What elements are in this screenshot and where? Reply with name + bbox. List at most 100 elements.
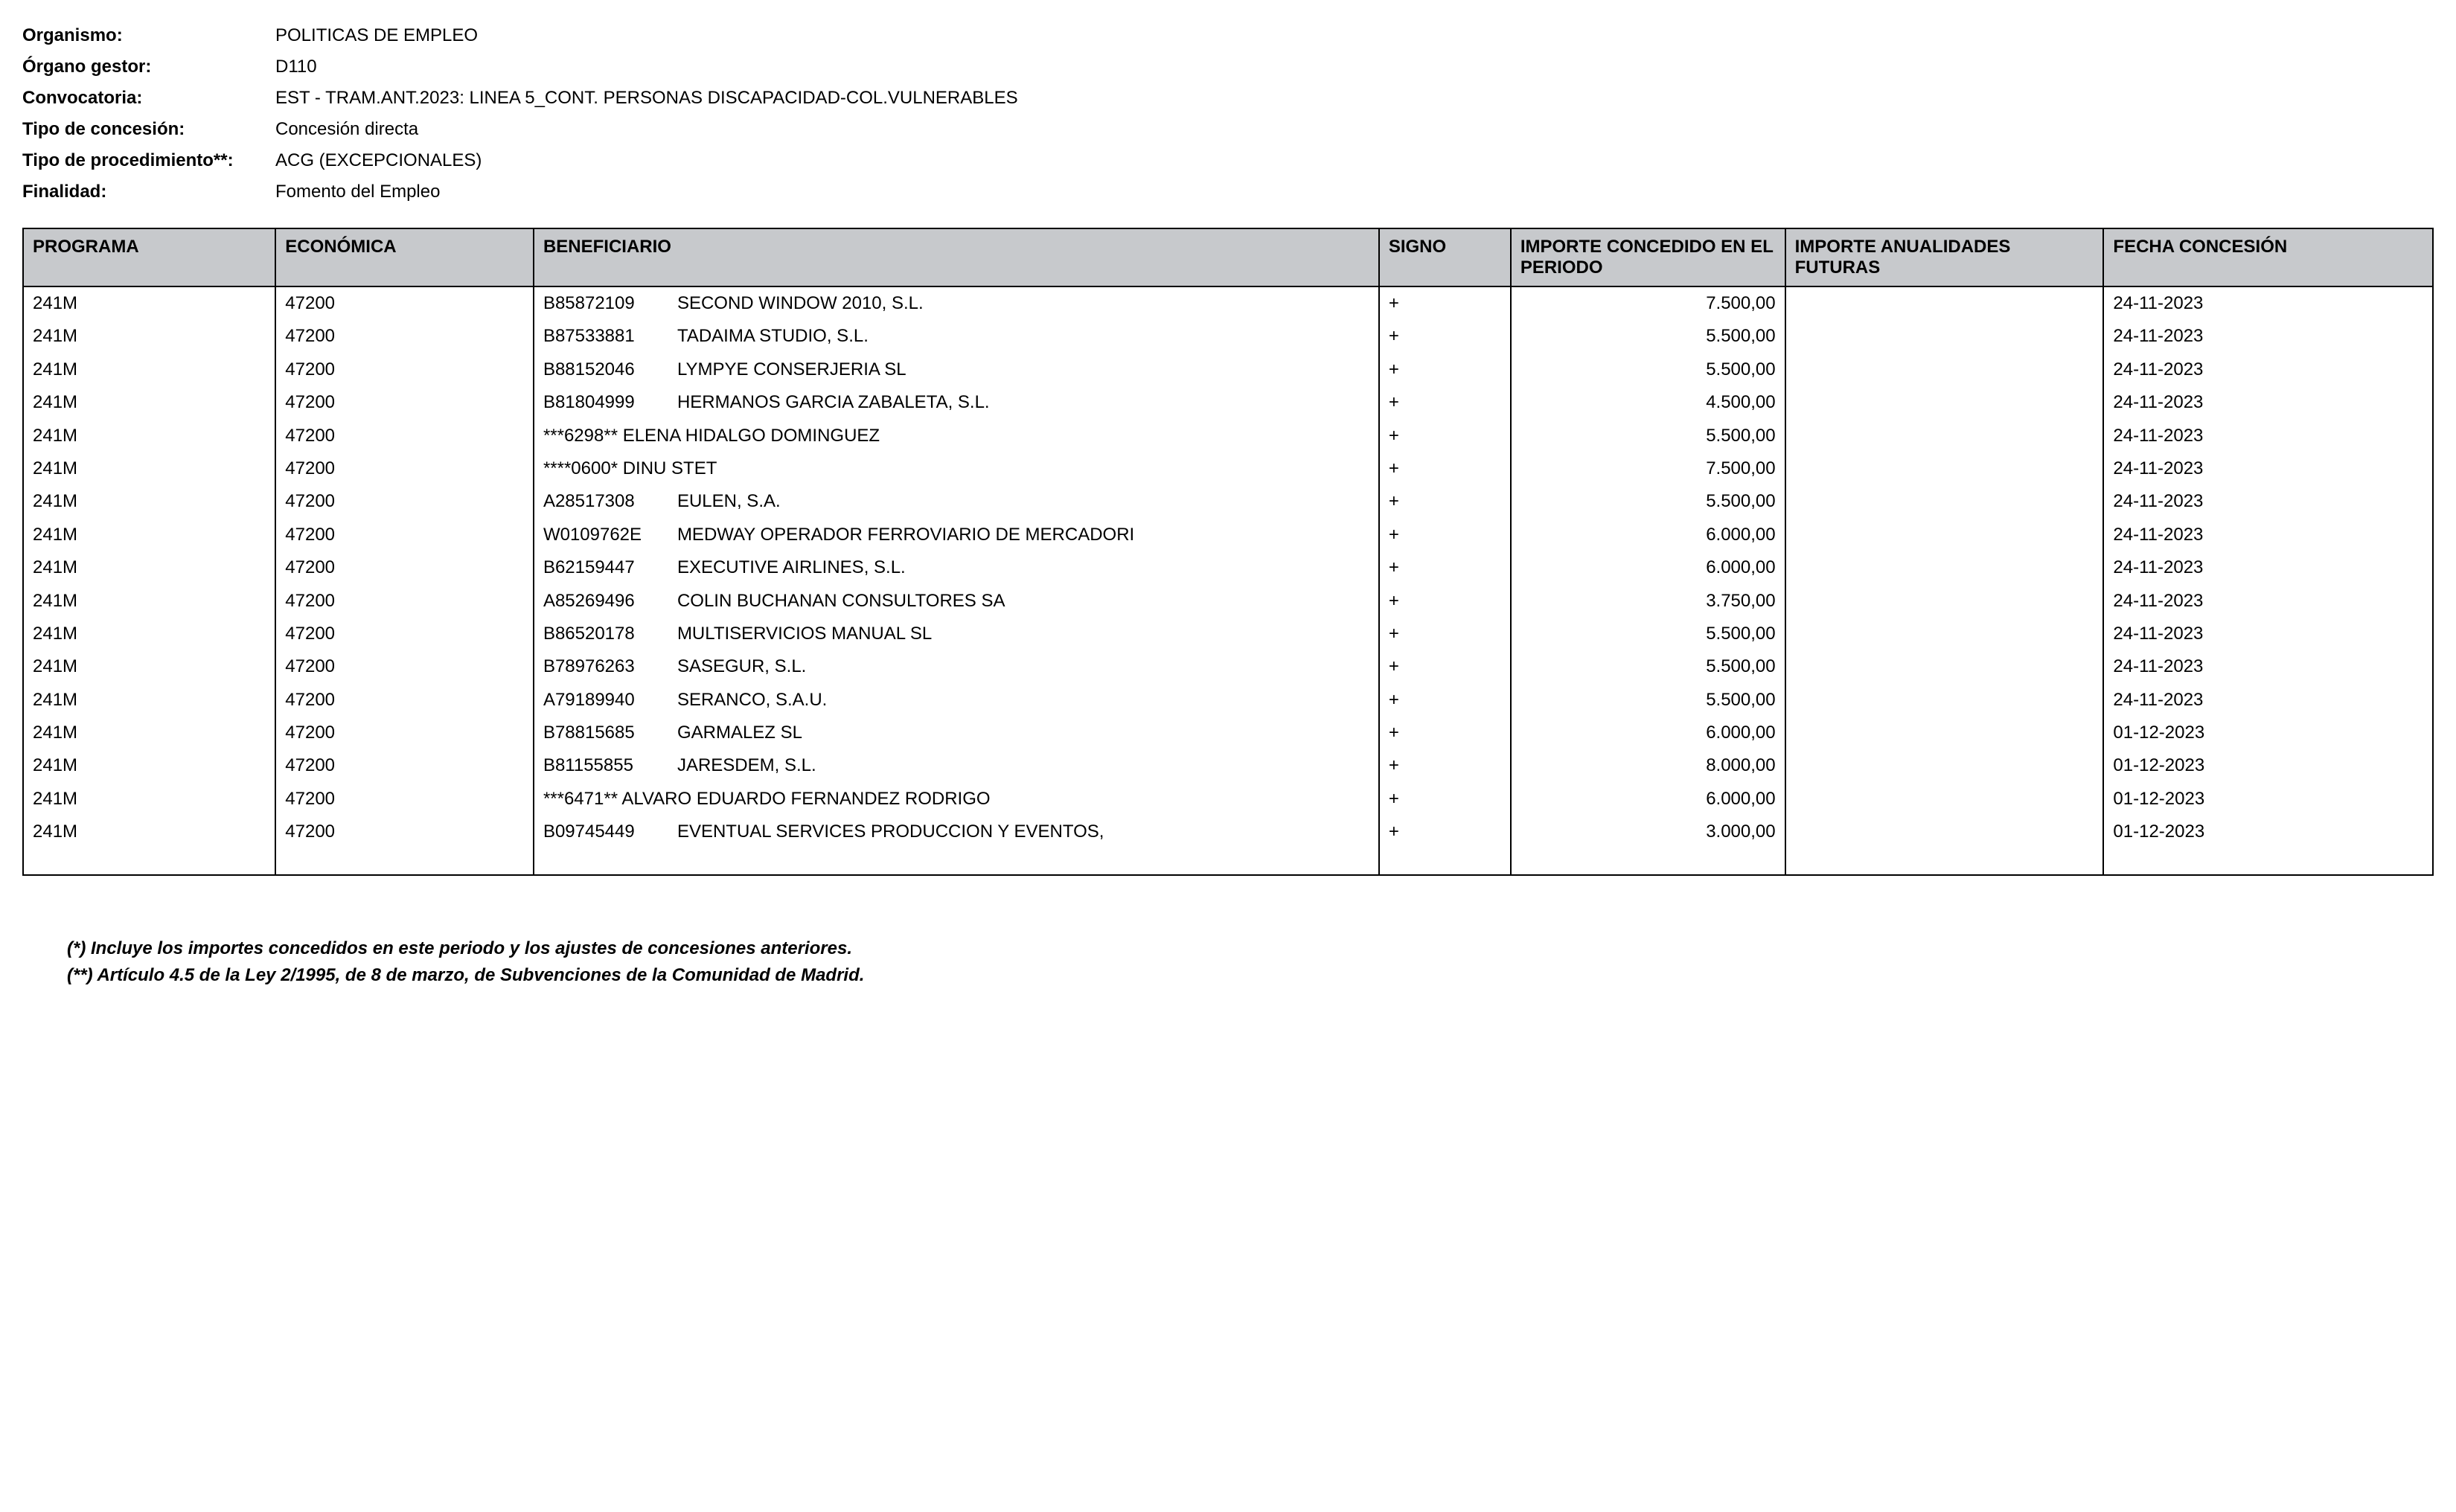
cell-economica: 47200	[275, 320, 534, 353]
cell-signo: +	[1379, 618, 1511, 650]
header-block: Organismo:POLITICAS DE EMPLEO Órgano gest…	[22, 22, 2434, 205]
col-header-signo: SIGNO	[1379, 228, 1511, 286]
cell-importe-futuras	[1785, 353, 2104, 386]
table-row: 241M47200W0109762E MEDWAY OPERADOR FERRO…	[23, 519, 2433, 551]
table-row: 241M47200A28517308 EULEN, S.A.+5.500,002…	[23, 485, 2433, 518]
table-row: 241M47200A79189940 SERANCO, S.A.U.+5.500…	[23, 684, 2433, 717]
cell-fecha: 24-11-2023	[2103, 286, 2433, 320]
header-value: POLITICAS DE EMPLEO	[275, 22, 478, 49]
cell-importe-periodo: 5.500,00	[1511, 650, 1785, 683]
footnote: (*) Incluye los importes concedidos en e…	[67, 935, 2434, 962]
cell-economica: 47200	[275, 618, 534, 650]
cell-beneficiario: B86520178 MULTISERVICIOS MANUAL SL	[534, 618, 1379, 650]
cell-fecha: 01-12-2023	[2103, 783, 2433, 816]
cell-beneficiario: B88152046 LYMPYE CONSERJERIA SL	[534, 353, 1379, 386]
cell-fecha: 01-12-2023	[2103, 816, 2433, 874]
header-label: Finalidad:	[22, 179, 275, 205]
cell-beneficiario: W0109762E MEDWAY OPERADOR FERROVIARIO DE…	[534, 519, 1379, 551]
cell-economica: 47200	[275, 452, 534, 485]
table-row: 241M47200***6471** ALVARO EDUARDO FERNAN…	[23, 783, 2433, 816]
col-header-economica: ECONÓMICA	[275, 228, 534, 286]
cell-economica: 47200	[275, 783, 534, 816]
cell-beneficiario: A85269496 COLIN BUCHANAN CONSULTORES SA	[534, 585, 1379, 618]
cell-signo: +	[1379, 816, 1511, 874]
cell-programa: 241M	[23, 650, 275, 683]
header-label: Tipo de concesión:	[22, 116, 275, 143]
cell-importe-futuras	[1785, 650, 2104, 683]
header-row: Tipo de procedimiento**:ACG (EXCEPCIONAL…	[22, 147, 2434, 174]
cell-fecha: 24-11-2023	[2103, 420, 2433, 452]
cell-beneficiario: A28517308 EULEN, S.A.	[534, 485, 1379, 518]
cell-signo: +	[1379, 485, 1511, 518]
beneficiario-id: A85269496	[543, 589, 662, 613]
cell-beneficiario: A79189940 SERANCO, S.A.U.	[534, 684, 1379, 717]
cell-signo: +	[1379, 420, 1511, 452]
cell-fecha: 24-11-2023	[2103, 320, 2433, 353]
table-body: 241M47200B85872109 SECOND WINDOW 2010, S…	[23, 286, 2433, 875]
cell-importe-futuras	[1785, 286, 2104, 320]
cell-economica: 47200	[275, 286, 534, 320]
cell-beneficiario: B81155855 JARESDEM, S.L.	[534, 749, 1379, 782]
cell-programa: 241M	[23, 618, 275, 650]
beneficiario-id: B78976263	[543, 655, 662, 679]
header-value: Concesión directa	[275, 116, 418, 143]
cell-economica: 47200	[275, 519, 534, 551]
cell-importe-periodo: 7.500,00	[1511, 452, 1785, 485]
cell-beneficiario: B87533881 TADAIMA STUDIO, S.L.	[534, 320, 1379, 353]
cell-fecha: 24-11-2023	[2103, 551, 2433, 584]
cell-importe-periodo: 3.000,00	[1511, 816, 1785, 874]
beneficiario-id: B87533881	[543, 324, 662, 348]
cell-signo: +	[1379, 551, 1511, 584]
cell-importe-futuras	[1785, 816, 2104, 874]
cell-signo: +	[1379, 684, 1511, 717]
col-header-fecha: FECHA CONCESIÓN	[2103, 228, 2433, 286]
cell-economica: 47200	[275, 386, 534, 419]
cell-signo: +	[1379, 783, 1511, 816]
cell-importe-periodo: 6.000,00	[1511, 519, 1785, 551]
cell-importe-periodo: 5.500,00	[1511, 320, 1785, 353]
beneficiario-id: B81155855	[543, 754, 662, 778]
beneficiario-id: A28517308	[543, 490, 662, 513]
table-row: 241M47200A85269496 COLIN BUCHANAN CONSUL…	[23, 585, 2433, 618]
cell-economica: 47200	[275, 749, 534, 782]
cell-importe-periodo: 6.000,00	[1511, 551, 1785, 584]
col-header-beneficiario: BENEFICIARIO	[534, 228, 1379, 286]
cell-programa: 241M	[23, 386, 275, 419]
header-value: EST - TRAM.ANT.2023: LINEA 5_CONT. PERSO…	[275, 85, 1018, 112]
beneficiario-id: B86520178	[543, 622, 662, 646]
table-row: 241M47200B81155855 JARESDEM, S.L.+8.000,…	[23, 749, 2433, 782]
cell-programa: 241M	[23, 485, 275, 518]
cell-fecha: 24-11-2023	[2103, 650, 2433, 683]
cell-signo: +	[1379, 717, 1511, 749]
footnotes: (*) Incluye los importes concedidos en e…	[22, 935, 2434, 989]
cell-fecha: 01-12-2023	[2103, 717, 2433, 749]
table-row: 241M47200B62159447 EXECUTIVE AIRLINES, S…	[23, 551, 2433, 584]
cell-importe-periodo: 8.000,00	[1511, 749, 1785, 782]
cell-beneficiario: B09745449 EVENTUAL SERVICES PRODUCCION Y…	[534, 816, 1379, 874]
cell-importe-periodo: 5.500,00	[1511, 618, 1785, 650]
table-row: 241M47200B09745449 EVENTUAL SERVICES PRO…	[23, 816, 2433, 874]
cell-signo: +	[1379, 650, 1511, 683]
beneficiario-id: B78815685	[543, 721, 662, 745]
cell-fecha: 24-11-2023	[2103, 452, 2433, 485]
cell-importe-periodo: 4.500,00	[1511, 386, 1785, 419]
cell-programa: 241M	[23, 353, 275, 386]
beneficiario-id: B85872109	[543, 292, 662, 315]
cell-importe-futuras	[1785, 485, 2104, 518]
header-label: Organismo:	[22, 22, 275, 49]
cell-fecha: 01-12-2023	[2103, 749, 2433, 782]
cell-signo: +	[1379, 519, 1511, 551]
cell-importe-periodo: 6.000,00	[1511, 717, 1785, 749]
table-row: 241M47200B87533881 TADAIMA STUDIO, S.L.+…	[23, 320, 2433, 353]
cell-fecha: 24-11-2023	[2103, 618, 2433, 650]
cell-importe-periodo: 5.500,00	[1511, 684, 1785, 717]
cell-economica: 47200	[275, 650, 534, 683]
cell-programa: 241M	[23, 452, 275, 485]
table-header: PROGRAMAECONÓMICABENEFICIARIOSIGNOIMPORT…	[23, 228, 2433, 286]
cell-signo: +	[1379, 386, 1511, 419]
header-row: Órgano gestor:D110	[22, 54, 2434, 80]
cell-signo: +	[1379, 585, 1511, 618]
cell-importe-futuras	[1785, 452, 2104, 485]
table-row: 241M47200B86520178 MULTISERVICIOS MANUAL…	[23, 618, 2433, 650]
cell-importe-futuras	[1785, 618, 2104, 650]
